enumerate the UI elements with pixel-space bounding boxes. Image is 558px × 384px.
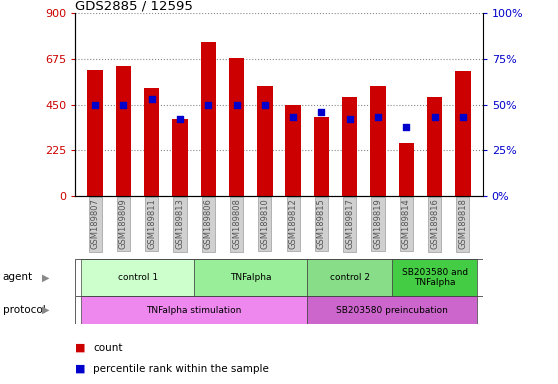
Point bbox=[317, 109, 326, 115]
Bar bbox=[194, 259, 307, 296]
Text: count: count bbox=[93, 343, 123, 353]
Bar bbox=[392, 259, 477, 296]
Text: control 2: control 2 bbox=[330, 273, 370, 282]
Text: TNFalpha: TNFalpha bbox=[230, 273, 271, 282]
Point bbox=[232, 101, 241, 108]
Bar bbox=[81, 259, 194, 296]
Bar bbox=[455, 71, 470, 196]
Bar bbox=[285, 104, 301, 196]
Text: SB203580 preincubation: SB203580 preincubation bbox=[336, 306, 448, 314]
Bar bbox=[307, 259, 392, 296]
Text: GDS2885 / 12595: GDS2885 / 12595 bbox=[75, 0, 193, 12]
Bar bbox=[257, 86, 273, 196]
Point bbox=[288, 114, 297, 121]
Point bbox=[373, 114, 382, 121]
Point bbox=[176, 116, 185, 122]
Bar bbox=[200, 42, 216, 196]
Point bbox=[90, 101, 99, 108]
Bar bbox=[144, 88, 160, 196]
Bar bbox=[81, 296, 307, 324]
Bar bbox=[307, 296, 477, 324]
Text: ▶: ▶ bbox=[42, 272, 49, 283]
Bar bbox=[229, 58, 244, 196]
Bar bbox=[314, 117, 329, 196]
Text: ■: ■ bbox=[75, 364, 86, 374]
Text: protocol: protocol bbox=[3, 305, 46, 315]
Text: percentile rank within the sample: percentile rank within the sample bbox=[93, 364, 269, 374]
Text: SB203580 and
TNFalpha: SB203580 and TNFalpha bbox=[402, 268, 468, 287]
Text: control 1: control 1 bbox=[118, 273, 157, 282]
Bar bbox=[172, 119, 188, 196]
Bar bbox=[88, 70, 103, 196]
Point bbox=[459, 114, 468, 121]
Text: agent: agent bbox=[3, 272, 33, 283]
Text: TNFalpha stimulation: TNFalpha stimulation bbox=[146, 306, 242, 314]
Point bbox=[430, 114, 439, 121]
Bar bbox=[116, 66, 131, 196]
Bar bbox=[370, 86, 386, 196]
Point bbox=[345, 116, 354, 122]
Point bbox=[204, 101, 213, 108]
Bar bbox=[427, 96, 442, 196]
Point bbox=[402, 124, 411, 130]
Text: ▶: ▶ bbox=[42, 305, 49, 315]
Point bbox=[119, 101, 128, 108]
Text: ■: ■ bbox=[75, 343, 86, 353]
Bar bbox=[342, 96, 358, 196]
Bar bbox=[398, 143, 414, 196]
Point bbox=[147, 96, 156, 102]
Point bbox=[261, 101, 270, 108]
